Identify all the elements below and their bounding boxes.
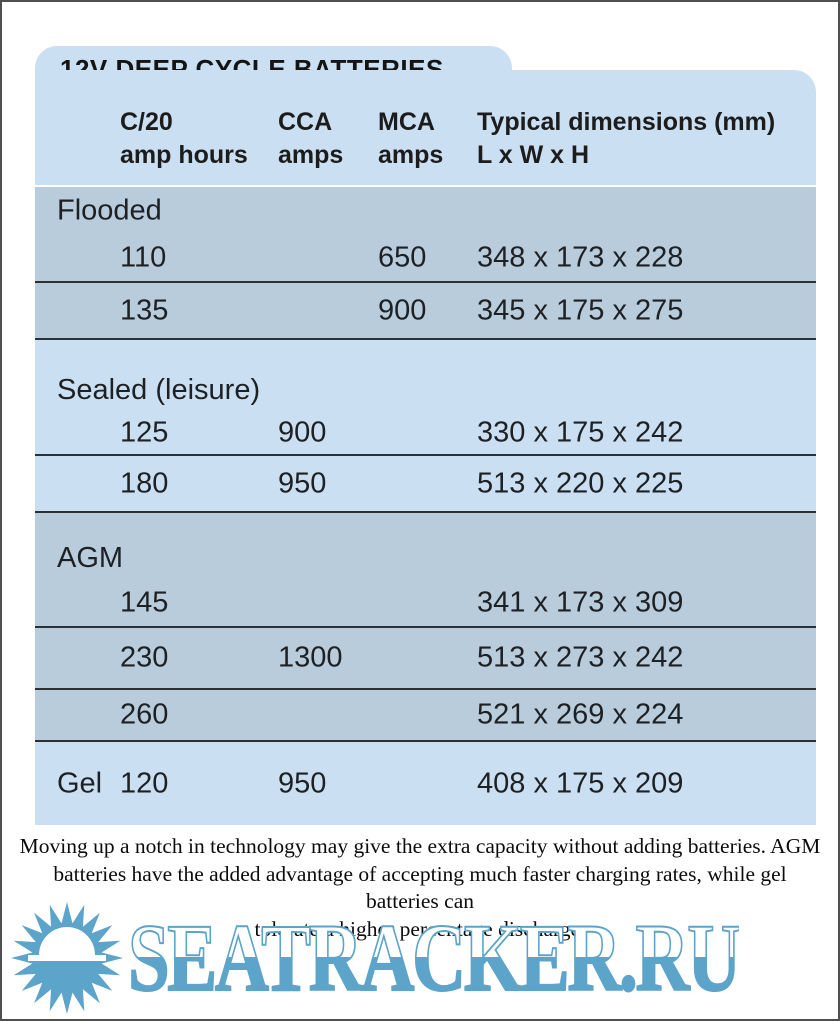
cell-cca: 900: [278, 416, 327, 449]
table-row: 180 950 513 x 220 x 225: [35, 456, 816, 511]
table-row: 145 341 x 173 x 309: [35, 580, 816, 626]
cell-cca: 1300: [278, 641, 343, 674]
column-header-line2: L x W x H: [477, 141, 590, 169]
sun-over-sea-icon: [8, 901, 124, 1020]
column-header-dimensions: Typical dimensions (mm) L x W x H: [477, 106, 775, 172]
cell-c20: 125: [120, 416, 169, 449]
watermark-text: SEATRACKER.RU: [128, 904, 739, 1011]
column-header-line1: MCA: [378, 108, 435, 136]
column-header-line2: amp hours: [120, 141, 248, 169]
section-label: Sealed (leisure): [57, 374, 261, 406]
cell-c20: 180: [120, 467, 169, 499]
cell-dimensions: 330 x 175 x 242: [477, 416, 684, 449]
row-separator: [35, 454, 816, 456]
cell-cca: 950: [278, 467, 327, 499]
table-header-row: C/20 amp hours CCA amps MCA amps Typical…: [35, 70, 816, 185]
cell-c20: 135: [120, 294, 169, 326]
cell-dimensions: 341 x 173 x 309: [477, 586, 684, 619]
cell-dimensions: 408 x 175 x 209: [477, 767, 684, 799]
section-label: AGM: [57, 542, 124, 574]
column-header-line1: C/20: [120, 108, 173, 136]
row-separator: [35, 281, 816, 283]
table-row: 125 900 330 x 175 x 242: [35, 412, 816, 454]
caption-line: Moving up a notch in technology may give…: [19, 834, 821, 858]
table-row: 135 900 345 x 175 x 275: [35, 283, 816, 338]
row-separator: [35, 626, 816, 628]
section-label: Gel: [57, 767, 103, 799]
cell-mca: 650: [378, 241, 427, 274]
table-row: 260 521 x 269 x 224: [35, 690, 816, 740]
caption-text: Moving up a notch in technology may give…: [16, 833, 824, 943]
caption-line: batteries have the added advantage of ac…: [53, 861, 787, 914]
section-label-row: Sealed (leisure): [35, 340, 816, 412]
section-agm: AGM 145 341 x 173 x 309 230 1300 513 x 2…: [35, 513, 816, 742]
battery-table: C/20 amp hours CCA amps MCA amps Typical…: [35, 70, 816, 825]
column-header-line2: amps: [378, 141, 444, 169]
cell-dimensions: 345 x 175 x 275: [477, 294, 684, 326]
table-row: 110 650 348 x 173 x 228: [35, 235, 816, 281]
cell-c20: 230: [120, 641, 169, 674]
cell-dimensions: 521 x 269 x 224: [477, 698, 684, 731]
cell-c20: 120: [120, 767, 169, 799]
watermark: SEATRACKER.RU SEATRACKER.RU: [128, 908, 739, 1008]
row-separator: [35, 688, 816, 690]
column-header-mca: MCA amps: [378, 106, 443, 172]
caption-line: tolerate a higher percentage discharge.: [254, 916, 586, 941]
section-sealed-leisure: Sealed (leisure) 125 900 330 x 175 x 242…: [35, 340, 816, 513]
section-label-row: AGM: [35, 513, 816, 580]
column-header-c20: C/20 amp hours: [120, 106, 248, 172]
header-section-gap: [35, 185, 816, 187]
cell-cca: 950: [278, 767, 327, 799]
column-header-cca: CCA amps: [278, 106, 343, 172]
section-label: Flooded: [57, 194, 162, 227]
section-gel: Gel 120 950 408 x 175 x 209: [35, 742, 816, 825]
section-flooded: Flooded 110 650 348 x 173 x 228 135 900 …: [35, 187, 816, 340]
cell-c20: 260: [120, 698, 169, 731]
column-header-line2: amps: [278, 141, 344, 169]
cell-dimensions: 348 x 173 x 228: [477, 241, 684, 274]
cell-dimensions: 513 x 273 x 242: [477, 641, 684, 674]
table-row: 230 1300 513 x 273 x 242: [35, 628, 816, 688]
watermark-text: SEATRACKER.RU: [128, 904, 739, 1011]
cell-mca: 900: [378, 294, 427, 326]
column-header-line1: Typical dimensions (mm): [477, 108, 776, 136]
table-row: Gel 120 950 408 x 175 x 209: [35, 742, 816, 825]
section-label-row: Flooded: [35, 187, 816, 235]
cell-c20: 110: [120, 241, 167, 274]
cell-dimensions: 513 x 220 x 225: [477, 467, 684, 499]
column-header-line1: CCA: [278, 108, 333, 136]
cell-c20: 145: [120, 586, 169, 619]
